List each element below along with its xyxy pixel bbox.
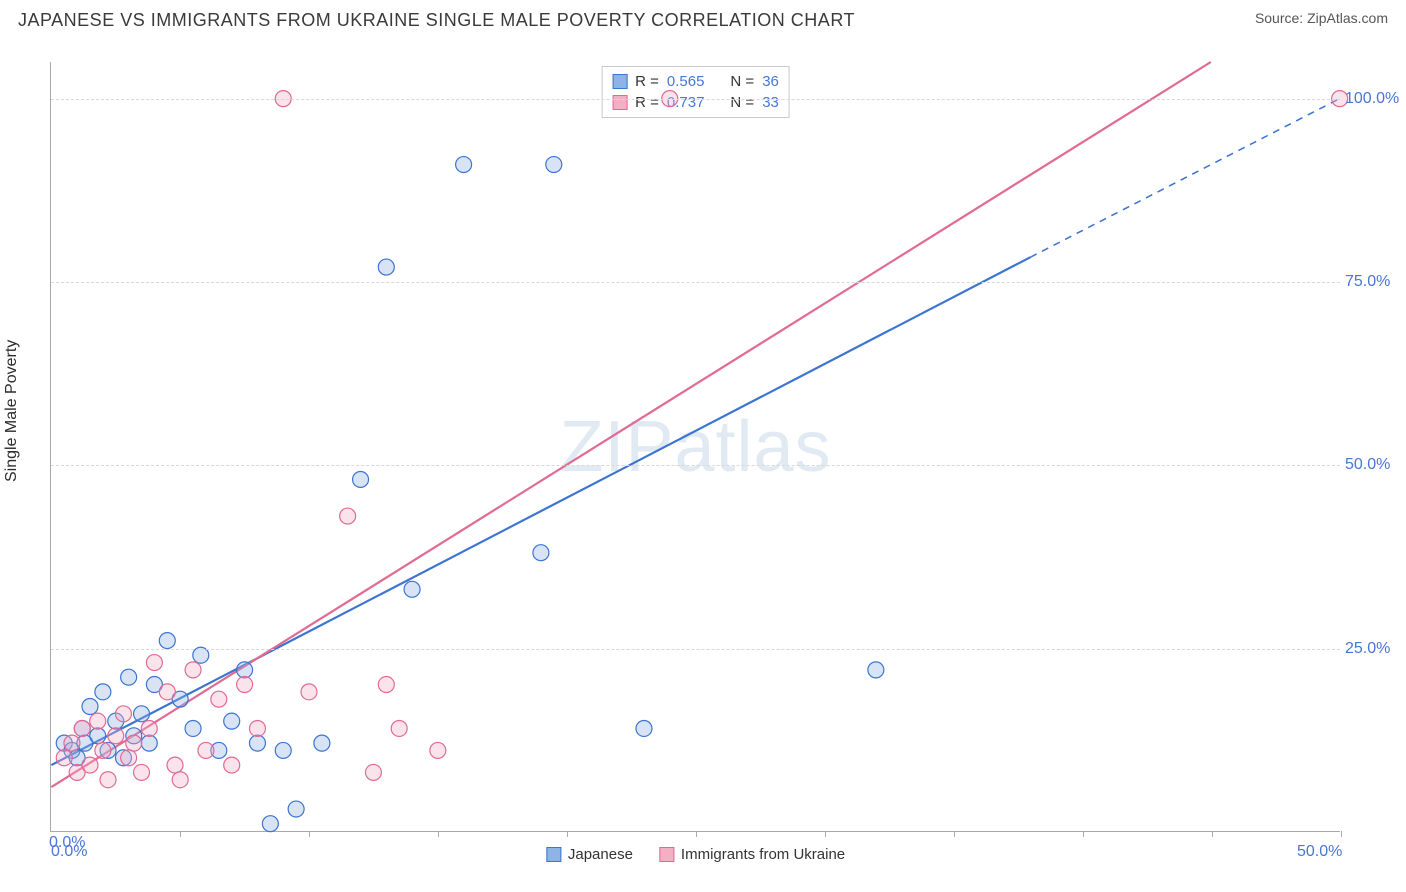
x-tick bbox=[696, 831, 697, 837]
legend-label-series-1: Immigrants from Ukraine bbox=[681, 846, 845, 863]
gridline-h bbox=[51, 99, 1340, 100]
data-point-series-0 bbox=[141, 735, 157, 751]
data-point-series-0 bbox=[456, 157, 472, 173]
data-point-series-0 bbox=[546, 157, 562, 173]
x-tick bbox=[180, 831, 181, 837]
data-point-series-1 bbox=[126, 735, 142, 751]
data-point-series-1 bbox=[82, 757, 98, 773]
plot-area: ZIPatlas R = 0.565 N = 36 R = 0.737 N = … bbox=[50, 62, 1340, 832]
x-tick bbox=[825, 831, 826, 837]
data-point-series-1 bbox=[167, 757, 183, 773]
data-point-series-1 bbox=[172, 772, 188, 788]
data-point-series-1 bbox=[185, 662, 201, 678]
data-point-series-1 bbox=[211, 691, 227, 707]
legend-swatch-series-0 bbox=[546, 847, 561, 862]
data-point-series-1 bbox=[108, 728, 124, 744]
header-bar: JAPANESE VS IMMIGRANTS FROM UKRAINE SING… bbox=[0, 0, 1406, 37]
data-point-series-1 bbox=[141, 720, 157, 736]
x-tick bbox=[1212, 831, 1213, 837]
gridline-h bbox=[51, 465, 1340, 466]
data-point-series-0 bbox=[134, 706, 150, 722]
data-point-series-1 bbox=[95, 742, 111, 758]
legend-swatch-series-1 bbox=[659, 847, 674, 862]
data-point-series-1 bbox=[100, 772, 116, 788]
legend-series: Japanese Immigrants from Ukraine bbox=[546, 846, 845, 863]
chart-container: Single Male Poverty ZIPatlas R = 0.565 N… bbox=[0, 42, 1406, 892]
data-point-series-1 bbox=[378, 677, 394, 693]
data-point-series-1 bbox=[121, 750, 137, 766]
data-point-series-0 bbox=[237, 662, 253, 678]
data-point-series-0 bbox=[275, 742, 291, 758]
data-point-series-1 bbox=[115, 706, 131, 722]
legend-item-series-1: Immigrants from Ukraine bbox=[659, 846, 845, 863]
data-point-series-1 bbox=[56, 750, 72, 766]
data-point-series-1 bbox=[159, 684, 175, 700]
data-point-series-0 bbox=[353, 471, 369, 487]
data-point-series-1 bbox=[237, 677, 253, 693]
data-point-series-1 bbox=[224, 757, 240, 773]
data-point-series-1 bbox=[90, 713, 106, 729]
y-tick-label: 25.0% bbox=[1345, 640, 1400, 658]
x-tick bbox=[438, 831, 439, 837]
data-point-series-1 bbox=[249, 720, 265, 736]
data-point-series-1 bbox=[430, 742, 446, 758]
data-point-series-0 bbox=[82, 699, 98, 715]
data-point-series-0 bbox=[404, 581, 420, 597]
legend-item-series-0: Japanese bbox=[546, 846, 633, 863]
data-point-series-0 bbox=[90, 728, 106, 744]
x-tick bbox=[309, 831, 310, 837]
x-tick bbox=[1083, 831, 1084, 837]
y-tick-label: 75.0% bbox=[1345, 273, 1400, 291]
data-point-series-1 bbox=[74, 720, 90, 736]
x-tick bbox=[567, 831, 568, 837]
data-point-series-1 bbox=[134, 764, 150, 780]
data-point-series-0 bbox=[314, 735, 330, 751]
y-tick-label: 50.0% bbox=[1345, 456, 1400, 474]
x-tick bbox=[954, 831, 955, 837]
y-axis-label: Single Male Poverty bbox=[3, 340, 21, 482]
x-tick-label: 50.0% bbox=[1297, 843, 1342, 861]
data-point-series-0 bbox=[636, 720, 652, 736]
data-point-series-0 bbox=[868, 662, 884, 678]
data-point-series-1 bbox=[64, 735, 80, 751]
legend-label-series-0: Japanese bbox=[568, 846, 633, 863]
data-point-series-1 bbox=[146, 655, 162, 671]
trendline-dashed-series-0 bbox=[1030, 99, 1339, 258]
gridline-h bbox=[51, 282, 1340, 283]
data-point-series-0 bbox=[95, 684, 111, 700]
gridline-h bbox=[51, 649, 1340, 650]
data-point-series-0 bbox=[224, 713, 240, 729]
data-point-series-0 bbox=[159, 633, 175, 649]
data-point-series-0 bbox=[185, 720, 201, 736]
data-point-series-0 bbox=[249, 735, 265, 751]
data-point-series-1 bbox=[340, 508, 356, 524]
data-point-series-0 bbox=[262, 816, 278, 832]
chart-title: JAPANESE VS IMMIGRANTS FROM UKRAINE SING… bbox=[18, 10, 855, 31]
trendline-series-1 bbox=[51, 62, 1210, 787]
trendline-series-0 bbox=[51, 257, 1030, 765]
source-label: Source: ZipAtlas.com bbox=[1255, 10, 1388, 26]
data-point-series-0 bbox=[533, 545, 549, 561]
data-point-series-1 bbox=[391, 720, 407, 736]
data-point-series-0 bbox=[288, 801, 304, 817]
x-tick-label: 0.0% bbox=[51, 843, 87, 861]
y-tick-label: 100.0% bbox=[1345, 90, 1400, 108]
data-point-series-0 bbox=[378, 259, 394, 275]
x-tick bbox=[1341, 831, 1342, 837]
data-point-series-1 bbox=[301, 684, 317, 700]
data-point-series-1 bbox=[365, 764, 381, 780]
plot-svg bbox=[51, 62, 1340, 831]
data-point-series-0 bbox=[121, 669, 137, 685]
data-point-series-1 bbox=[198, 742, 214, 758]
